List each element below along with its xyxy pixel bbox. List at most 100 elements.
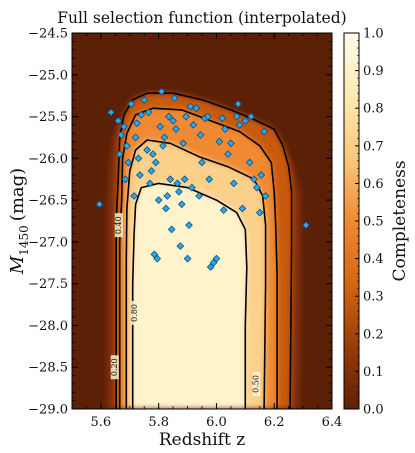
quasar-point xyxy=(247,112,255,121)
y-axis-label-unit: (mag) xyxy=(7,168,28,221)
y-tick-label: −28.5 xyxy=(28,361,68,376)
quasar-point xyxy=(124,158,133,167)
quasar-point xyxy=(167,225,176,234)
quasar-point xyxy=(166,175,175,184)
colorbar-tick-label: 1.0 xyxy=(363,27,384,42)
y-tick-label: −25.5 xyxy=(28,110,68,125)
quasar-point xyxy=(229,179,238,188)
quasar-point xyxy=(107,108,115,117)
y-axis-label-main: M xyxy=(7,255,28,275)
quasar-point xyxy=(227,139,235,148)
quasar-point xyxy=(169,116,177,125)
quasar-point xyxy=(164,112,173,121)
quasar-point xyxy=(186,102,195,111)
contour-label-bg-0.50 xyxy=(252,371,261,396)
quasar-point xyxy=(260,127,268,136)
colorbar-ticks: 0.0 0.1 0.2 0.3 0.4 0.5 0.6 0.7 0.8 0.9 1.0 xyxy=(355,27,384,418)
quasar-point xyxy=(151,158,160,167)
quasar-point xyxy=(157,87,166,96)
quasar-point xyxy=(219,206,228,215)
x-tick-label: 6.2 xyxy=(264,415,285,430)
quasar-point xyxy=(196,131,205,139)
contour-line-0.50 xyxy=(125,139,267,409)
contour-label-bg-0.40 xyxy=(114,213,123,238)
quasar-point xyxy=(183,254,192,263)
quasar-point xyxy=(176,242,185,250)
quasar-point xyxy=(114,116,123,125)
contour-label-bg-0.80 xyxy=(130,300,139,325)
quasar-point xyxy=(117,131,125,139)
quasar-point xyxy=(120,122,128,131)
quasar-point xyxy=(212,254,221,263)
quasar-point xyxy=(95,200,104,209)
x-tick-label: 6.0 xyxy=(206,415,227,430)
quasar-point xyxy=(192,104,201,113)
quasar-point xyxy=(162,204,170,213)
quasar-point xyxy=(253,183,261,192)
colorbar-tick-label: 0.2 xyxy=(363,327,384,342)
heat-layer-0.80 xyxy=(132,183,247,409)
quasar-point xyxy=(180,175,189,184)
contour-label-0.50: 0.50 xyxy=(251,375,260,393)
x-axis-ticks: 5.6 5.8 6.0 6.2 6.4 xyxy=(71,33,342,430)
contour-label-0.20: 0.20 xyxy=(110,358,119,376)
quasar-point xyxy=(160,133,169,142)
quasar-point xyxy=(131,133,140,142)
y-axis-ticks: −24.5 −25.0 −25.5 −26.0 −26.5 −27.0 −27.5 −28.0… xyxy=(28,27,332,418)
quasar-point xyxy=(177,200,186,209)
quasar-point xyxy=(115,150,124,159)
quasar-point xyxy=(185,221,193,230)
quasar-point xyxy=(153,254,162,263)
quasar-point xyxy=(137,111,146,119)
y-tick-label: −28.0 xyxy=(28,319,68,334)
heatmap-area xyxy=(72,33,332,409)
quasar-point xyxy=(134,154,143,163)
quasar-point xyxy=(257,171,266,179)
quasar-point xyxy=(261,192,270,200)
quasar-point xyxy=(195,192,203,200)
chart-title: Full selection function (interpolated) xyxy=(57,9,346,27)
colorbar: 0.0 0.1 0.2 0.3 0.4 0.5 0.6 0.7 0.8 0.9 1.0 Comple… xyxy=(343,27,410,418)
x-tick-label: 5.6 xyxy=(91,415,112,430)
quasar-point xyxy=(175,187,183,196)
y-tick-label: −27.0 xyxy=(28,235,68,250)
quasar-point xyxy=(302,221,310,230)
quasar-point xyxy=(170,94,179,103)
quasar-point xyxy=(215,137,224,146)
quasar-point xyxy=(146,179,154,188)
colorbar-tick-label: 0.6 xyxy=(363,177,384,192)
y-axis-label: M1450 (mag) xyxy=(7,168,31,275)
quasar-point xyxy=(163,192,172,200)
contour-label-0.40: 0.40 xyxy=(114,216,123,234)
quasar-point xyxy=(224,150,232,159)
y-tick-label: −29.0 xyxy=(28,403,68,418)
quasar-point xyxy=(188,183,196,192)
x-tick-label: 5.8 xyxy=(148,415,169,430)
colorbar-label: Completeness xyxy=(390,160,410,281)
colorbar-tick-label: 0.9 xyxy=(363,64,384,79)
y-tick-label: −26.5 xyxy=(28,194,68,209)
contour-line-0.80 xyxy=(131,182,248,409)
quasar-point xyxy=(238,204,247,213)
quasar-point xyxy=(127,100,136,108)
quasar-point xyxy=(203,112,212,121)
x-axis-label: Redshift z xyxy=(159,430,245,450)
quasar-point xyxy=(179,139,188,148)
quasar-point xyxy=(198,158,206,167)
quasar-point xyxy=(173,179,182,188)
quasar-point xyxy=(133,119,141,128)
y-tick-label: −25.0 xyxy=(28,68,68,83)
quasar-point xyxy=(241,116,250,125)
quasar-point xyxy=(245,158,254,167)
colorbar-tick-label: 0.4 xyxy=(363,252,384,267)
y-tick-label: −26.0 xyxy=(28,152,68,167)
quasar-point xyxy=(156,122,164,131)
quasar-point xyxy=(149,150,157,159)
quasar-point xyxy=(232,112,241,121)
colorbar-tick-label: 0.5 xyxy=(363,215,384,230)
contour-label-bg-0.20 xyxy=(110,355,119,380)
quasar-point xyxy=(143,146,151,154)
quasar-point xyxy=(182,112,190,121)
quasar-point xyxy=(130,192,138,200)
